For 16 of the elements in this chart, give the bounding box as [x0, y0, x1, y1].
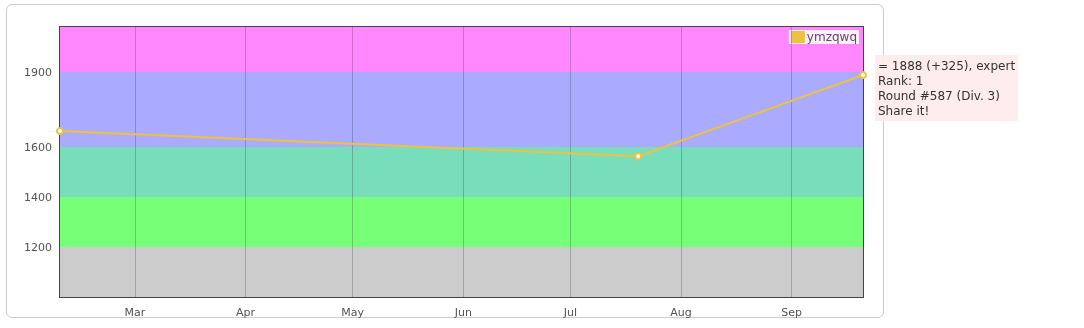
y-tick-label: 1900 [24, 65, 52, 79]
annotation: = 1888 (+325), expert Rank: 1 Round #587 (Div. 3) Share it! [878, 58, 1016, 118]
point [634, 152, 643, 161]
point [56, 127, 64, 135]
x-tick-label: Sep [781, 306, 803, 319]
y-tick-label: 1200 [24, 240, 52, 254]
y-tick-label: 1600 [24, 140, 52, 154]
y-tick-label: 1400 [24, 190, 52, 204]
x-tick-label: Mar [124, 306, 146, 319]
x-tick-label: Apr [236, 306, 256, 319]
legend-label: ymzqwq [806, 30, 857, 44]
point [859, 71, 867, 79]
x-tick-label: Aug [670, 306, 692, 319]
x-tick-label: May [341, 306, 365, 319]
x-tick-label: Jun [453, 306, 472, 319]
x-tick-label: Jul [562, 306, 577, 319]
